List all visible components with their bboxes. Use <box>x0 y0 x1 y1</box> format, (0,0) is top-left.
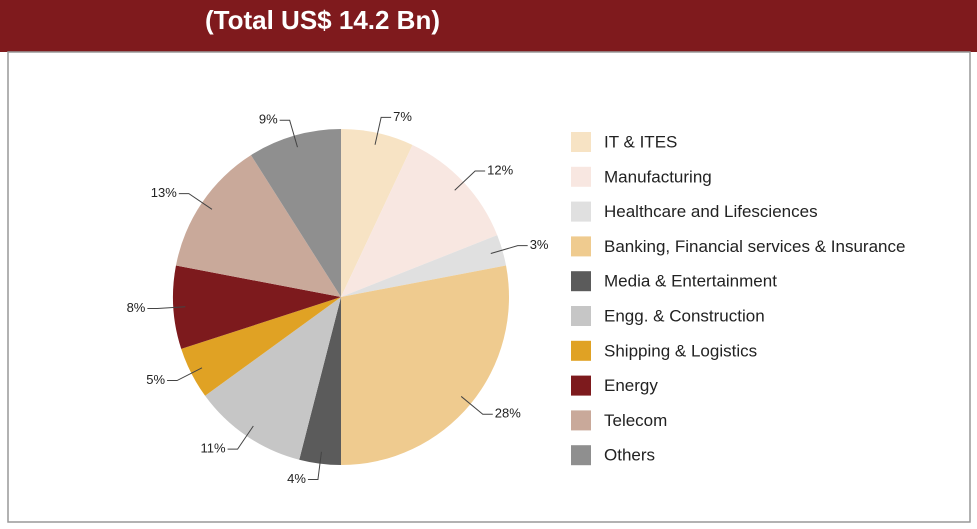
data-label: 28% <box>495 406 521 421</box>
data-label: 12% <box>487 162 513 177</box>
pie-slice <box>181 297 341 396</box>
leader-line <box>279 119 298 148</box>
legend-label: Banking, Financial services & Insurance <box>604 237 905 256</box>
pie-slice <box>341 144 498 297</box>
legend-label: Others <box>604 446 655 465</box>
data-label: 7% <box>393 109 412 124</box>
leader-line <box>307 451 322 481</box>
leader-line <box>490 245 528 254</box>
data-label: 9% <box>259 112 278 127</box>
leader-line <box>178 193 213 210</box>
legend-label: Shipping & Logistics <box>604 341 757 360</box>
leader-line <box>227 425 254 450</box>
leader-line <box>460 396 493 415</box>
leader-line <box>167 367 203 382</box>
leader-line <box>147 306 186 310</box>
pie-slice <box>341 235 507 297</box>
leader-line <box>374 116 392 145</box>
data-label: 3% <box>530 237 549 252</box>
legend-label: Engg. & Construction <box>604 306 765 325</box>
legend-swatch <box>571 375 591 396</box>
chart-title: (Total US$ 14.2 Bn) <box>205 5 440 35</box>
legend-swatch <box>571 410 591 431</box>
legend-swatch <box>571 445 591 466</box>
legend-swatch <box>571 306 591 326</box>
legend-label: Energy <box>604 376 658 395</box>
legend-label: IT & ITES <box>604 132 677 151</box>
header-band <box>0 0 977 52</box>
legend-label: Telecom <box>604 411 667 430</box>
data-label: 11% <box>201 441 226 456</box>
data-label: 5% <box>146 372 165 387</box>
pie-slice <box>299 297 341 466</box>
pie-slice <box>341 265 509 465</box>
pie-slice <box>205 297 341 460</box>
legend-swatch <box>571 236 591 257</box>
data-label: 4% <box>287 471 306 486</box>
legend-swatch <box>571 271 591 292</box>
pie-slice <box>341 129 413 297</box>
pie-slice <box>175 155 341 297</box>
leader-line <box>454 170 486 191</box>
data-label: 8% <box>127 300 146 315</box>
legend-label: Media & Entertainment <box>604 272 777 291</box>
legend-swatch <box>571 201 591 222</box>
pie-slice <box>250 129 341 297</box>
pie-slice <box>172 265 341 349</box>
data-label: 13% <box>151 185 177 200</box>
legend-label: Manufacturing <box>604 167 712 186</box>
legend-swatch <box>571 166 591 187</box>
legend-swatch <box>571 132 591 152</box>
legend-label: Healthcare and Lifesciences <box>604 202 818 221</box>
legend-swatch <box>571 340 591 361</box>
